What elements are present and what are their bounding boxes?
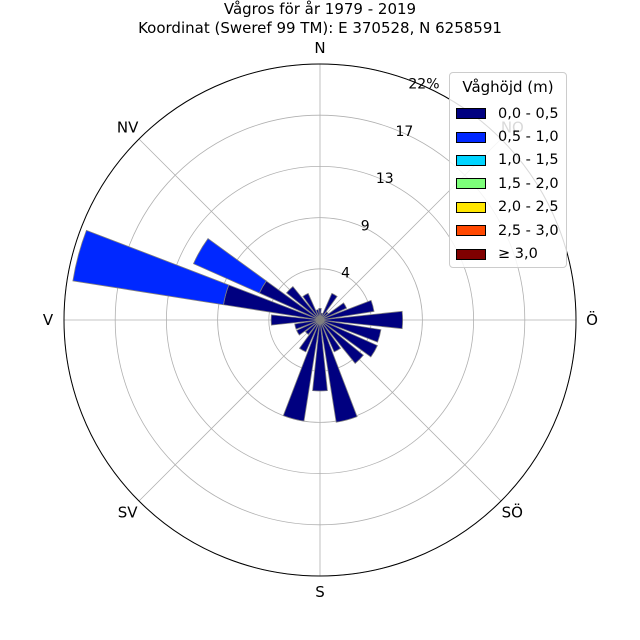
rose-bar-255-bin0 (294, 319, 321, 330)
rose-bar-240-bin0 (296, 319, 321, 336)
legend-label: 0,0 - 0,5 (498, 105, 559, 122)
legend-swatch (456, 248, 486, 260)
radial-tick-label: 9 (361, 218, 370, 234)
legend-item: ≥ 3,0 (450, 242, 566, 265)
legend-swatch (456, 225, 486, 237)
rose-bar-105-bin0 (319, 319, 382, 343)
rose-bar-135-bin0 (319, 319, 364, 364)
direction-label-0: N (314, 39, 325, 57)
legend-swatch (456, 131, 486, 143)
rose-bar-330-bin0 (302, 292, 321, 321)
legend-item: 1,5 - 2,0 (450, 172, 566, 195)
polar-frame (63, 63, 577, 577)
rose-bar-210-bin0 (298, 319, 321, 353)
legend-item: 2,0 - 2,5 (450, 196, 566, 219)
legend-swatch (456, 201, 486, 213)
legend-label: 0,5 - 1,0 (498, 129, 559, 146)
legend-item: 0,5 - 1,0 (450, 125, 566, 148)
legend-title: Våghöjd (m) (462, 78, 554, 96)
rose-bar-285-bin1 (72, 229, 230, 306)
legend-swatch (456, 154, 486, 166)
legend-label: 2,0 - 2,5 (498, 199, 559, 216)
legend-item: 2,5 - 3,0 (450, 219, 566, 242)
rose-bar-30-bin0 (319, 292, 338, 321)
rose-bar-60-bin0 (319, 302, 348, 321)
legend-swatch (456, 108, 486, 120)
legend-label: ≥ 3,0 (498, 246, 538, 263)
rose-bar-225-bin0 (304, 319, 321, 336)
rose-bar-120-bin0 (319, 319, 378, 358)
rose-bar-0-bin0 (318, 307, 322, 321)
direction-label-4: S (315, 583, 325, 601)
radial-tick-label: 13 (376, 171, 394, 187)
direction-label-5: SV (118, 503, 139, 521)
rose-bar-45-bin0 (319, 311, 329, 321)
legend: Våghöjd (m) 0,0 - 0,5 0,5 - 1,0 1,0 - 1,5 1… (449, 72, 567, 268)
rose-bar-300-bin1 (192, 238, 267, 294)
rose-bar-165-bin0 (319, 319, 358, 423)
rose-bar-90-bin0 (319, 310, 404, 330)
chart-subtitle: Koordinat (Sweref 99 TM): E 370528, N 62… (138, 19, 502, 37)
legend-label: 1,0 - 1,5 (498, 152, 559, 169)
legend-label: 2,5 - 3,0 (498, 222, 559, 239)
rose-bar-345-bin0 (315, 309, 321, 321)
radial-tick-label: 4 (341, 266, 350, 282)
direction-label-3: SÖ (502, 502, 523, 521)
rose-bar-150-bin0 (319, 319, 342, 353)
legend-item: 1,0 - 1,5 (450, 149, 566, 172)
chart-title: Vågros för år 1979 - 2019 (223, 0, 417, 18)
grid-spoke (138, 319, 321, 502)
direction-label-7: NV (117, 119, 139, 137)
direction-label-2: Ö (586, 310, 598, 329)
legend-label: 1,5 - 2,0 (498, 175, 559, 192)
direction-label-6: V (43, 311, 54, 329)
rose-bar-270-bin0 (270, 314, 321, 326)
rose-bar-75-bin0 (319, 299, 375, 321)
rose-bar-315-bin0 (285, 285, 321, 321)
radial-tick-label: 17 (395, 124, 413, 140)
legend-swatch (456, 178, 486, 190)
radial-tick-label: 22% (408, 76, 439, 92)
legend-item: 0,0 - 0,5 (450, 102, 566, 125)
rose-bar-195-bin0 (282, 319, 321, 422)
rose-bar-180-bin0 (312, 319, 328, 392)
